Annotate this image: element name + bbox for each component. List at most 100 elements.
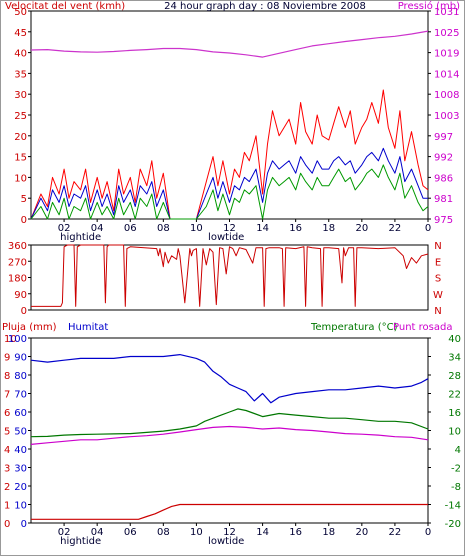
series-direction xyxy=(31,244,429,307)
wind-left-tick-label: 5 xyxy=(21,194,27,205)
humidity-tick-label: 0 xyxy=(21,519,27,530)
humidity-tick-label: 70 xyxy=(14,390,27,401)
humidity-tick-label: 80 xyxy=(14,371,27,382)
wind-x-tick-label: 04 xyxy=(91,223,104,234)
series-temperature xyxy=(30,408,429,438)
pressure-axis-title: Pressió (mb) xyxy=(398,0,460,12)
wind-x-tick-label: 22 xyxy=(389,223,402,234)
rain-tick-label: 1 xyxy=(4,501,10,512)
pressure-right-tick-label: 997 xyxy=(434,132,453,143)
wind-x-tick-label: 20 xyxy=(355,223,368,234)
direction-left-tick-label: 0 xyxy=(21,306,27,317)
direction-left-tick-label: 360 xyxy=(8,241,27,252)
pressure-right-tick-label: 992 xyxy=(434,153,453,164)
wind-x-tick-label: 16 xyxy=(289,223,302,234)
temperature-tick-label: 40 xyxy=(448,334,461,345)
rain-tick-label: 5 xyxy=(4,427,10,438)
series-pressure xyxy=(30,30,429,58)
pressure-right-tick-label: 981 xyxy=(434,194,453,205)
wind-panel-frame xyxy=(30,10,429,220)
wind-x-tick-label: 18 xyxy=(322,223,335,234)
series-dewpoint xyxy=(30,425,429,445)
rain-tick-label: 2 xyxy=(4,482,10,493)
wind-left-tick-label: 0 xyxy=(21,215,27,226)
pressure-right-tick-label: 1003 xyxy=(434,111,459,122)
rain-tick-label: 9 xyxy=(4,353,10,364)
series-average xyxy=(30,147,428,220)
wind-left-tick-label: 10 xyxy=(14,173,27,184)
wind-tide-annotation: hightide xyxy=(60,232,101,243)
temperature-tick-label: 10 xyxy=(448,427,461,438)
humidity-tick-label: 30 xyxy=(14,464,27,475)
compass-tick-label: W xyxy=(433,290,443,301)
temperature-tick-label: 22 xyxy=(448,390,461,401)
climate-x-tick-label: 20 xyxy=(355,527,368,538)
wind-x-tick-label: 0 xyxy=(425,223,431,234)
wind-left-tick-label: 20 xyxy=(14,132,27,143)
climate-panel-frame xyxy=(30,337,429,524)
pressure-right-tick-label: 1025 xyxy=(434,28,459,39)
wind-left-tick-label: 40 xyxy=(14,49,27,60)
series-rain xyxy=(31,503,428,520)
charts-layer: 0510152025303540455097598198699299710031… xyxy=(2,0,461,547)
climate-x-tick-label: 04 xyxy=(91,527,104,538)
wind-left-tick-label: 35 xyxy=(14,69,27,80)
dewpoint-axis-title: Punt rosada xyxy=(393,322,452,333)
climate-tide-annotation: lowtide xyxy=(208,536,244,547)
climate-x-tick-label: 10 xyxy=(190,527,203,538)
pressure-right-tick-label: 1008 xyxy=(434,90,459,101)
temperature-tick-label: 4 xyxy=(455,445,461,456)
compass-tick-label: N xyxy=(434,241,441,252)
direction-left-tick-label: 180 xyxy=(8,274,27,285)
wind-tide-annotation: lowtide xyxy=(208,232,244,243)
wind-x-tick-label: 14 xyxy=(256,223,269,234)
temperature-tick-label: 34 xyxy=(448,353,461,364)
temperature-tick-label: -8 xyxy=(451,482,461,493)
rain-tick-label: 6 xyxy=(4,408,10,419)
series-humidity xyxy=(30,354,429,404)
humidity-tick-label: 50 xyxy=(14,427,27,438)
temperature-tick-label: -20 xyxy=(445,519,461,530)
rain-tick-label: 3 xyxy=(4,464,10,475)
temperature-tick-label: 28 xyxy=(448,371,461,382)
humidity-tick-label: 60 xyxy=(14,408,27,419)
pressure-right-tick-label: 1014 xyxy=(434,69,459,80)
series-gust xyxy=(30,89,429,220)
temperature-tick-label: 16 xyxy=(448,408,461,419)
climate-x-tick-label: 18 xyxy=(322,527,335,538)
climate-x-tick-label: 12 xyxy=(223,527,236,538)
wind-left-tick-label: 45 xyxy=(14,28,27,39)
wind-x-tick-label: 06 xyxy=(124,223,137,234)
wind-x-tick-label: 10 xyxy=(190,223,203,234)
rain-tick-label: 7 xyxy=(4,390,10,401)
compass-tick-label: E xyxy=(435,257,441,268)
humidity-tick-label: 20 xyxy=(14,482,27,493)
rain-tick-label: 8 xyxy=(4,371,10,382)
pressure-right-tick-label: 986 xyxy=(434,173,453,184)
temperature-axis-title: Temperatura (°C) xyxy=(310,322,398,333)
humidity-tick-label: 90 xyxy=(14,353,27,364)
wind-left-tick-label: 30 xyxy=(14,90,27,101)
climate-x-tick-label: 16 xyxy=(289,527,302,538)
wind-left-tick-label: 25 xyxy=(14,111,27,122)
climate-x-tick-label: 22 xyxy=(389,527,402,538)
temperature-tick-label: -14 xyxy=(445,501,461,512)
wind-x-tick-label: 08 xyxy=(157,223,170,234)
climate-x-tick-label: 02 xyxy=(58,527,71,538)
pressure-right-tick-label: 975 xyxy=(434,215,453,226)
graph-title: 24 hour graph day : 08 Noviembre 2008 xyxy=(164,1,366,12)
humidity-tick-label: 100 xyxy=(8,334,27,345)
temperature-tick-label: -2 xyxy=(451,464,461,475)
compass-tick-label: S xyxy=(435,274,441,285)
climate-x-tick-label: 06 xyxy=(124,527,137,538)
pressure-right-tick-label: 1019 xyxy=(434,49,459,60)
humidity-axis-title: Humitat xyxy=(68,322,108,333)
pressure-right-tick-label: 1031 xyxy=(434,7,459,18)
climate-x-tick-label: 14 xyxy=(256,527,269,538)
wind-left-tick-label: 50 xyxy=(14,7,27,18)
climate-x-tick-label: 0 xyxy=(425,527,431,538)
direction-panel-frame xyxy=(30,244,429,311)
climate-x-tick-label: 08 xyxy=(157,527,170,538)
